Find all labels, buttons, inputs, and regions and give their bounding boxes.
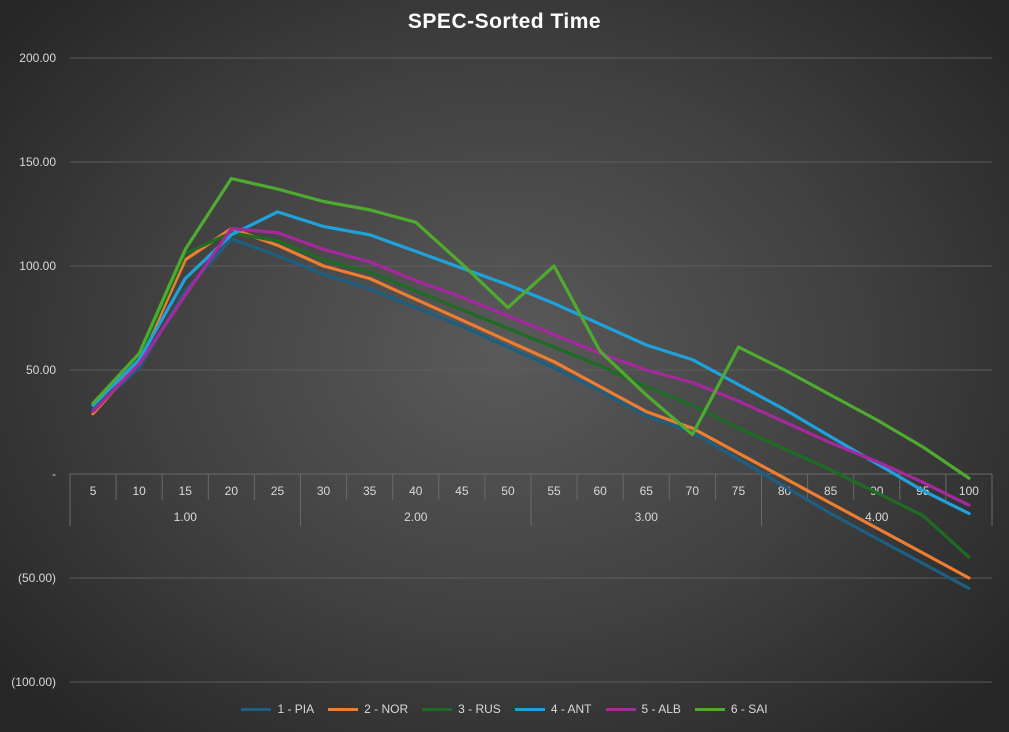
- legend-label: 3 - RUS: [458, 702, 501, 716]
- x-group-label: 3.00: [635, 510, 659, 524]
- x-group-label: 2.00: [404, 510, 428, 524]
- legend-label: 2 - NOR: [364, 702, 409, 716]
- series-line-5: [91, 227, 971, 507]
- x-tick-label: 50: [501, 484, 515, 498]
- x-tick-label: 60: [593, 484, 607, 498]
- legend-item: 4 - ANT: [514, 702, 592, 716]
- x-tick-label: 100: [959, 484, 979, 498]
- x-tick-label: 55: [547, 484, 561, 498]
- y-tick-label: 150.00: [19, 155, 56, 169]
- legend-swatch: [328, 707, 359, 711]
- series-line-1: [91, 237, 971, 591]
- x-tick-label: 15: [179, 484, 193, 498]
- x-tick-label: 65: [640, 484, 654, 498]
- x-tick-label: 85: [824, 484, 838, 498]
- x-tick-label: 30: [317, 484, 331, 498]
- y-tick-label: 50.00: [26, 363, 56, 377]
- x-tick-label: 70: [686, 484, 700, 498]
- legend-swatch: [514, 707, 545, 711]
- y-tick-label: 200.00: [19, 51, 56, 65]
- x-tick-label: 75: [732, 484, 746, 498]
- legend-label: 1 - PIA: [277, 702, 315, 716]
- legend-item: 6 - SAI: [694, 702, 768, 716]
- x-tick-label: 45: [455, 484, 469, 498]
- x-group-label: 4.00: [865, 510, 889, 524]
- legend-item: 2 - NOR: [328, 702, 408, 716]
- legend-label: 6 - SAI: [730, 702, 768, 716]
- chart-title: SPEC-Sorted Time: [407, 10, 602, 33]
- legend-swatch: [605, 707, 636, 711]
- x-tick-label: 35: [363, 484, 377, 498]
- legend-swatch: [241, 707, 272, 711]
- x-tick-label: 10: [132, 484, 146, 498]
- legend-label: 4 - ANT: [550, 702, 592, 716]
- x-group-label: 1.00: [174, 510, 198, 524]
- legend-swatch: [694, 707, 725, 711]
- x-tick-label: 5: [90, 484, 97, 498]
- legend-swatch: [422, 707, 453, 711]
- chart-legend: 1 - PIA 2 - NOR 3 - RUS 4 - ANT 5 - ALB 6 - S…: [0, 702, 1009, 716]
- x-tick-label: 40: [409, 484, 423, 498]
- x-tick-label: 20: [225, 484, 239, 498]
- series-line-3: [91, 231, 971, 559]
- legend-item: 3 - RUS: [422, 702, 501, 716]
- legend-item: 1 - PIA: [241, 702, 314, 716]
- y-tick-label: 100.00: [19, 259, 56, 273]
- y-tick-label: -: [52, 467, 56, 481]
- y-tick-label: (50.00): [18, 571, 56, 585]
- legend-item: 5 - ALB: [605, 702, 681, 716]
- series-line-4: [91, 210, 971, 516]
- y-tick-label: (100.00): [11, 675, 56, 689]
- legend-label: 5 - ALB: [641, 702, 681, 716]
- x-tick-label: 25: [271, 484, 285, 498]
- series-line-6: [91, 177, 971, 480]
